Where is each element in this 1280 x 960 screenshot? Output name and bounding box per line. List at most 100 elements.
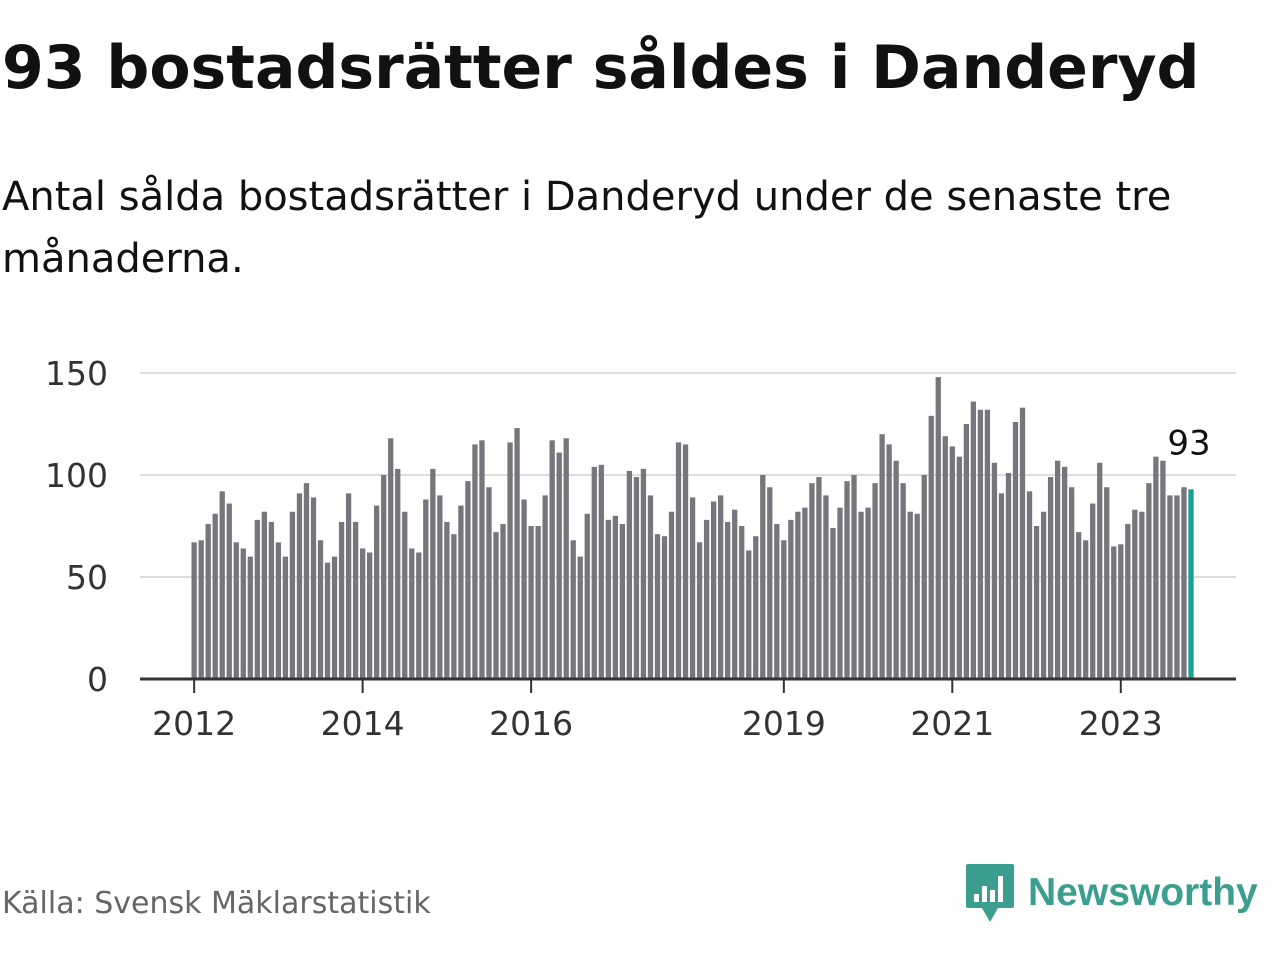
bar (1083, 540, 1089, 679)
bar (345, 493, 352, 679)
bar (893, 460, 899, 679)
bar (275, 542, 282, 679)
bar (528, 526, 534, 679)
brand-name: Newsworthy (1028, 871, 1258, 914)
bar (984, 409, 991, 679)
bar (1118, 544, 1124, 679)
y-tick-label: 0 (87, 660, 108, 699)
bar (725, 521, 731, 679)
bar (367, 552, 373, 679)
bar (289, 511, 296, 679)
bar (837, 507, 843, 679)
bar (296, 493, 303, 679)
bar (254, 519, 260, 679)
bar (493, 532, 499, 679)
bar (1026, 491, 1033, 679)
bar (689, 497, 696, 679)
bar (1139, 511, 1145, 679)
bar (282, 556, 289, 679)
bar (753, 536, 759, 679)
bar (970, 401, 977, 679)
bar (1167, 495, 1173, 679)
bar (542, 495, 548, 679)
bar (1146, 483, 1152, 679)
bar (1061, 466, 1068, 679)
bar (303, 483, 310, 679)
bar (268, 521, 275, 679)
newsworthy-bar-chart-logo-icon (966, 864, 1014, 922)
bar (703, 519, 710, 679)
bar (352, 521, 359, 679)
bar (774, 523, 780, 679)
bar (1125, 523, 1131, 679)
bar (198, 540, 204, 679)
bar (1132, 509, 1138, 679)
bar (830, 528, 836, 679)
bar (598, 464, 604, 679)
bar (767, 487, 773, 679)
bar (324, 562, 331, 679)
bar (430, 468, 436, 679)
bar (1104, 487, 1110, 679)
bar (444, 521, 450, 679)
chart-subtitle: Antal sålda bostadsrätter i Danderyd und… (2, 174, 1172, 282)
x-tick-label: 2014 (321, 704, 405, 743)
bar (928, 415, 934, 679)
y-tick-label: 100 (45, 456, 108, 495)
bar (802, 507, 808, 679)
bar (809, 483, 815, 679)
y-axis-ticks: 0 50 100 150 (45, 354, 108, 699)
bar (261, 511, 267, 679)
bar (1019, 407, 1026, 679)
bar (816, 477, 822, 679)
bar (851, 475, 857, 679)
bar (1153, 456, 1159, 679)
bar (710, 501, 717, 679)
bar (423, 499, 429, 679)
bar (696, 542, 703, 679)
bar (591, 466, 597, 679)
bar (240, 548, 246, 679)
bar (409, 548, 415, 679)
bar (907, 511, 913, 679)
bars (191, 377, 1194, 679)
bar (331, 556, 338, 679)
bar (781, 540, 787, 679)
bar (577, 556, 583, 679)
chart-title: 93 bostadsrätter såldes i Danderyd (2, 33, 1200, 103)
bar (1076, 532, 1082, 679)
bar (556, 452, 562, 679)
bar (1097, 462, 1103, 679)
bar (668, 511, 675, 679)
bar (1012, 421, 1019, 679)
bar (388, 438, 394, 679)
bar (675, 442, 682, 679)
bar (795, 511, 801, 679)
bar (1090, 503, 1096, 679)
bar (935, 377, 941, 679)
bar (500, 523, 506, 679)
bar (942, 436, 948, 679)
bar (956, 456, 962, 679)
bar (746, 550, 752, 679)
bar (1033, 526, 1040, 679)
bar (640, 468, 647, 679)
bar (381, 475, 387, 679)
bar (605, 519, 611, 679)
bar (226, 503, 232, 679)
bar (682, 444, 689, 679)
source-credit: Källa: Svensk Mäklarstatistik (2, 886, 431, 921)
bar (338, 521, 345, 679)
bar (858, 511, 864, 679)
bar (865, 507, 871, 679)
bar (416, 552, 422, 679)
bar (233, 542, 239, 679)
bar (886, 444, 892, 679)
bar (1054, 460, 1061, 679)
bar (1111, 546, 1117, 679)
bar (507, 442, 513, 679)
bar (949, 446, 955, 679)
bar (395, 468, 401, 679)
x-axis-ticks: 2012 2014 2016 2019 2021 2023 (152, 679, 1163, 743)
bar (374, 505, 380, 679)
